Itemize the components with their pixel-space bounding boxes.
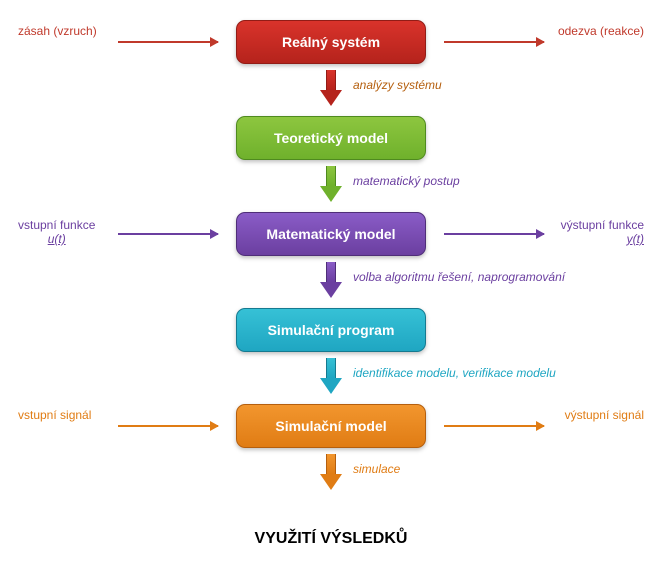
harrow-out-2 <box>444 233 544 235</box>
node-theoretical-model: Teoretický model <box>236 116 426 160</box>
arrow-label-2: volba algoritmu řešení, naprogramování <box>353 270 565 284</box>
node-label: Simulační model <box>275 418 386 434</box>
side-label-left-0: zásah (vzruch) <box>18 24 97 38</box>
arrow-label-4: simulace <box>353 462 400 476</box>
node-label: Teoretický model <box>274 130 388 146</box>
arrow-label-1: matematický postup <box>353 174 460 188</box>
varrow-4 <box>320 454 342 490</box>
varrow-1 <box>320 166 342 202</box>
node-sim-program: Simulační program <box>236 308 426 352</box>
varrow-2 <box>320 262 342 298</box>
node-label: Simulační program <box>268 322 395 338</box>
side-label-right-0: odezva (reakce) <box>558 24 644 38</box>
varrow-0 <box>320 70 342 106</box>
arrow-label-3: identifikace modelu, verifikace modelu <box>353 366 556 380</box>
harrow-out-0 <box>444 41 544 43</box>
harrow-in-2 <box>118 233 218 235</box>
node-label: Reálný systém <box>282 34 380 50</box>
node-mathematical-model: Matematický model <box>236 212 426 256</box>
final-result-text: VYUŽITÍ VÝSLEDKŮ <box>0 530 662 548</box>
node-sim-model: Simulační model <box>236 404 426 448</box>
arrow-label-0: analýzy systému <box>353 78 442 92</box>
side-label-left-2: vstupní funkceu(t) <box>18 218 95 246</box>
side-label-left-4: vstupní signál <box>18 408 91 422</box>
flowchart-canvas: Reálný systém Teoretický model Matematic… <box>0 0 662 566</box>
harrow-in-4 <box>118 425 218 427</box>
side-label-right-4: výstupní signál <box>565 408 644 422</box>
harrow-in-0 <box>118 41 218 43</box>
node-label: Matematický model <box>266 226 395 242</box>
node-real-system: Reálný systém <box>236 20 426 64</box>
side-label-right-2: výstupní funkcey(t) <box>561 218 644 246</box>
harrow-out-4 <box>444 425 544 427</box>
varrow-3 <box>320 358 342 394</box>
